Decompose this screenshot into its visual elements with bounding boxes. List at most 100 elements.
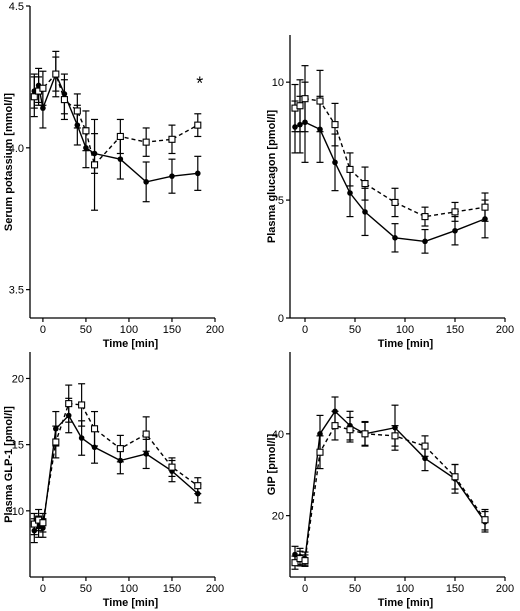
data-point-filled <box>317 431 323 437</box>
x-tick-label: 200 <box>496 583 514 595</box>
data-point-filled <box>117 156 124 162</box>
data-point-open <box>52 70 60 78</box>
x-axis-title: Time [min] <box>103 338 159 350</box>
series-filled-line <box>294 410 486 560</box>
x-axis-title: Time [min] <box>378 597 434 609</box>
x-tick-label: 100 <box>120 324 138 336</box>
data-point-open <box>116 132 124 141</box>
y-tick-label: 15 <box>12 440 24 452</box>
x-tick-label: 50 <box>80 583 92 595</box>
data-point-filled <box>362 209 368 215</box>
data-point-open <box>361 180 369 188</box>
x-tick-label: 50 <box>349 583 361 595</box>
x-tick-label: 200 <box>206 583 224 595</box>
data-point-open <box>60 96 68 104</box>
chart-gip: 0 50 100 150 200 20 40 Time [min] GIP [pmol/l] <box>266 352 514 609</box>
data-point-filled <box>169 173 175 179</box>
data-point-filled <box>40 105 46 111</box>
data-point-open <box>346 426 354 434</box>
data-point-open <box>39 84 47 92</box>
data-point-open <box>194 482 202 490</box>
x-tick-label: 50 <box>349 324 361 336</box>
x-tick-label: 0 <box>302 324 308 336</box>
data-point-filled <box>143 451 149 457</box>
data-point-open <box>168 135 176 143</box>
data-point-filled <box>143 179 149 185</box>
x-tick-label: 100 <box>396 324 414 336</box>
data-point-open <box>194 121 202 129</box>
y-tick-label: 20 <box>12 373 24 385</box>
chart-serum-potassium: 0 50 100 150 200 3.5 4.0 4.5 Time [min] Serum pot… <box>3 1 224 350</box>
series-filled-line <box>294 121 486 243</box>
y-tick-label: 10 <box>272 77 284 89</box>
y-tick-label: 3.5 <box>9 285 24 297</box>
x-tick-label: 150 <box>163 583 181 595</box>
data-point-open <box>421 442 429 450</box>
data-point-open <box>291 559 299 567</box>
data-point-open <box>30 520 38 528</box>
data-point-open <box>142 138 150 146</box>
x-tick-label: 200 <box>206 324 224 336</box>
x-tick-label: 100 <box>396 583 414 595</box>
y-tick-label: 4.0 <box>9 143 24 155</box>
x-tick-label: 150 <box>446 324 464 336</box>
data-point-open <box>90 425 99 433</box>
series-open-line <box>33 72 199 167</box>
y-tick-label: 5 <box>278 195 284 207</box>
data-point-open <box>331 422 339 430</box>
data-point-filled <box>78 435 85 441</box>
data-point-open <box>301 95 309 103</box>
y-axis-title: Plasma GLP-1 [pmol/l] <box>3 406 15 523</box>
y-axis-title: GIP [pmol/l] <box>266 433 278 495</box>
data-point-filled <box>332 159 338 166</box>
x-tick-label: 100 <box>120 583 138 595</box>
x-tick-label: 0 <box>40 324 46 336</box>
x-tick-label: 50 <box>80 324 92 336</box>
x-axis-title: Time [min] <box>103 597 159 609</box>
x-tick-label: 150 <box>163 324 181 336</box>
data-point-open <box>331 121 339 129</box>
y-axis-title: Plasma glucagon [pmol/l] <box>266 110 278 244</box>
data-point-open <box>391 432 399 440</box>
y-tick-label: 4.5 <box>9 1 24 13</box>
data-point-open <box>78 401 86 409</box>
data-point-open <box>168 463 176 471</box>
data-point-filled <box>452 227 458 234</box>
data-point-filled <box>194 170 201 177</box>
data-point-open <box>142 430 150 438</box>
data-point-open <box>451 208 459 216</box>
data-point-open <box>73 107 81 115</box>
data-point-open <box>82 127 90 135</box>
data-point-filled <box>422 238 428 245</box>
series-open-line <box>294 97 486 218</box>
y-tick-label: 10 <box>12 506 24 518</box>
data-point-open <box>361 430 369 438</box>
data-point-open <box>296 102 304 110</box>
data-point-filled <box>347 190 353 196</box>
y-tick-label: 40 <box>272 429 284 441</box>
x-tick-label: 150 <box>446 583 464 595</box>
y-tick-label: 20 <box>272 511 284 523</box>
data-point-open <box>451 473 459 481</box>
data-point-open <box>301 557 309 565</box>
data-point-open <box>39 519 47 527</box>
data-point-open <box>346 165 354 173</box>
data-point-open <box>90 161 99 169</box>
x-axis-title: Time [min] <box>378 338 434 350</box>
chart-plasma-glucagon: 0 50 100 150 200 0 5 10 Time [min] Plasma glucago… <box>266 35 514 350</box>
data-point-open <box>30 93 38 101</box>
data-point-open <box>316 97 324 105</box>
y-tick-label: 0 <box>278 313 284 325</box>
data-point-open <box>116 445 124 453</box>
data-point-open <box>421 213 429 221</box>
x-tick-label: 0 <box>302 583 308 595</box>
data-point-filled <box>392 235 398 241</box>
x-tick-label: 0 <box>40 583 46 595</box>
y-axis-title: Serum potassium [mmol/l] <box>3 93 15 231</box>
series-filled-line <box>33 72 198 183</box>
data-point-open <box>65 400 73 408</box>
x-tick-label: 200 <box>496 324 514 336</box>
data-point-open <box>391 198 399 206</box>
data-point-open <box>52 438 60 446</box>
data-point-open <box>316 448 324 456</box>
